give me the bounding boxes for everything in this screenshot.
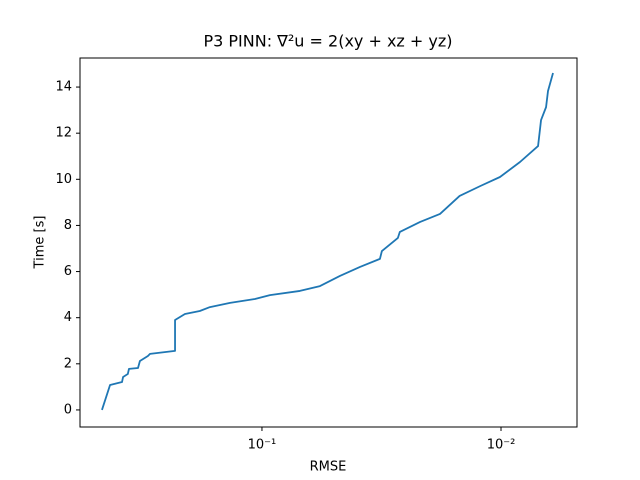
y-tick-label: 6: [64, 264, 72, 279]
y-tick-label: 4: [64, 310, 72, 325]
y-tick-label: 8: [64, 218, 72, 233]
y-tick-label: 0: [64, 402, 72, 417]
x-tick-label: 10⁻²: [487, 438, 516, 453]
y-tick-label: 2: [64, 356, 72, 371]
axes-frame: [79, 57, 578, 428]
line: [101, 72, 554, 411]
chart-title: P3 PINN: ∇²u = 2(xy + xz + yz): [203, 32, 452, 51]
y-tick-label: 12: [55, 126, 72, 141]
y-axis-label: Time [s]: [33, 216, 48, 270]
y-tick-label: 10: [55, 172, 72, 187]
y-tick-label: 14: [55, 80, 72, 95]
x-tick-label: 10⁻¹: [248, 438, 277, 453]
x-axis-label: RMSE: [310, 460, 347, 475]
